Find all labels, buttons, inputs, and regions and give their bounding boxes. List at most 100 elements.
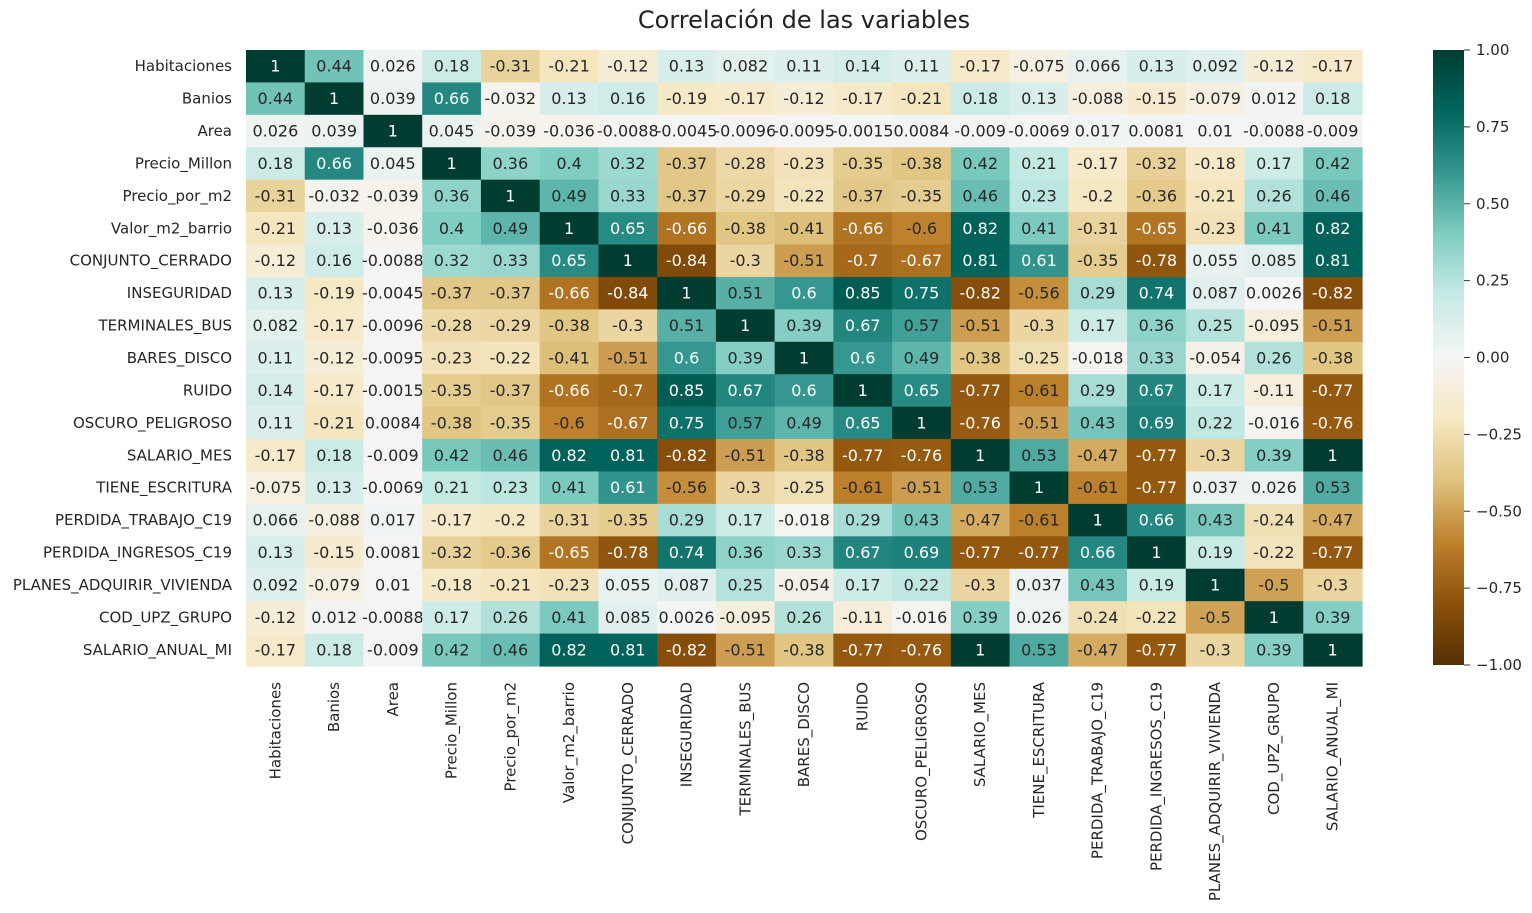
- cell-value-label: 0.18: [316, 640, 352, 659]
- cell-value-label: -0.19: [666, 89, 707, 108]
- cell-value-label: 1: [1034, 478, 1044, 497]
- cell-value-label: -0.0088: [362, 251, 424, 270]
- heatmap-cell: [304, 471, 365, 505]
- cell-value-label: 0.23: [493, 478, 529, 497]
- cell-value-label: 0.13: [258, 543, 294, 562]
- heatmap-cell: [950, 341, 1011, 375]
- cell-value-label: 0.22: [904, 575, 940, 594]
- cell-value-label: 0.0026: [659, 608, 715, 627]
- heatmap-cell: [598, 633, 658, 667]
- heatmap-cell: [657, 309, 717, 343]
- heatmap-cell: [539, 406, 600, 440]
- heatmap-cell: [422, 601, 482, 635]
- heatmap-cell: [1303, 50, 1363, 84]
- cell-value-label: 1: [623, 251, 633, 270]
- cell-value-label: -0.15: [313, 543, 354, 562]
- cell-value-label: -0.12: [1253, 57, 1294, 76]
- heatmap-cell: [833, 568, 893, 602]
- heatmap-cell: [715, 276, 776, 310]
- cell-value-label: 0.44: [316, 57, 352, 76]
- cell-value-label: -0.76: [1312, 413, 1353, 432]
- heatmap-cell: [1009, 179, 1069, 213]
- cell-value-label: -0.51: [1312, 316, 1353, 335]
- heatmap-cell: [363, 341, 423, 375]
- cell-value-label: -0.29: [725, 186, 766, 205]
- cell-value-label: -0.23: [548, 575, 589, 594]
- heatmap-cell: [422, 276, 482, 310]
- cell-value-label: -0.77: [1312, 543, 1353, 562]
- cell-value-label: 0.25: [1197, 316, 1233, 335]
- heatmap-cell: [246, 179, 306, 213]
- heatmap-cell: [539, 439, 600, 473]
- heatmap-cell: [892, 212, 952, 246]
- x-tick-label: Precio_por_m2: [501, 682, 520, 791]
- cell-value-label: -0.0088: [597, 122, 659, 141]
- cell-value-label: -0.38: [783, 446, 824, 465]
- cell-value-label: -0.0015: [832, 122, 894, 141]
- heatmap-cell: [715, 536, 776, 570]
- cell-value-label: -0.38: [548, 316, 589, 335]
- colorbar-ticks: 1.00 0.75 0.50 0.25 0.00 −0.25 −0.50 −0.75 −1.00: [1464, 41, 1522, 674]
- cell-value-label: -0.37: [666, 186, 707, 205]
- heatmap-cell: [1244, 147, 1304, 181]
- heatmap-cell: [1185, 50, 1246, 84]
- heatmap-cell: [1068, 374, 1128, 408]
- heatmap-cell: [363, 244, 423, 278]
- heatmap-cell: [1009, 374, 1069, 408]
- cell-value-label: 1: [740, 316, 750, 335]
- cell-value-label: 0.13: [1139, 57, 1175, 76]
- cell-value-label: -0.37: [842, 186, 883, 205]
- heatmap-cell: [1068, 503, 1128, 537]
- cell-value-label: 1: [446, 154, 456, 173]
- heatmap-cell: [246, 633, 306, 667]
- colorbar-tick-label: 0.75: [1476, 118, 1509, 136]
- heatmap-cell: [950, 568, 1011, 602]
- heatmap-cell: [774, 374, 834, 408]
- cell-value-label: 0.43: [1080, 413, 1116, 432]
- heatmap-cell: [1185, 633, 1246, 667]
- cell-value-label: 0.49: [904, 349, 940, 368]
- heatmap-cell: [1303, 212, 1363, 246]
- heatmap-cell: [598, 212, 658, 246]
- heatmap-cell: [363, 114, 423, 148]
- cell-value-label: -0.0088: [362, 608, 424, 627]
- cell-value-label: 1: [329, 89, 339, 108]
- cell-value-label: -0.51: [960, 316, 1001, 335]
- heatmap-cell: [598, 601, 658, 635]
- heatmap-cell: [598, 439, 658, 473]
- cell-value-label: 1: [975, 446, 985, 465]
- heatmap-cell: [657, 536, 717, 570]
- heatmap-cell: [715, 179, 776, 213]
- heatmap-cell: [774, 114, 834, 148]
- heatmap-cell: [1303, 82, 1363, 116]
- heatmap-cell: [422, 309, 482, 343]
- heatmap-cell: [598, 82, 658, 116]
- cell-value-label: 0.4: [556, 154, 581, 173]
- heatmap-cell: [715, 212, 776, 246]
- heatmap-cell: [892, 601, 952, 635]
- cell-value-label: -0.51: [901, 478, 942, 497]
- heatmap-cell: [892, 179, 952, 213]
- cell-value-label: -0.009: [954, 122, 1006, 141]
- cell-value-label: 0.66: [1080, 543, 1116, 562]
- heatmap-cell: [422, 82, 482, 116]
- cell-value-label: 0.82: [1315, 219, 1351, 238]
- cell-value-label: 0.01: [1197, 122, 1233, 141]
- cell-value-label: 0.65: [551, 251, 587, 270]
- heatmap-cell: [833, 503, 893, 537]
- cell-value-label: -0.17: [313, 316, 354, 335]
- cell-value-label: 0.51: [727, 284, 763, 303]
- heatmap-cell: [1244, 633, 1304, 667]
- cell-value-label: 1: [1328, 446, 1338, 465]
- cell-value-label: 0.57: [727, 413, 763, 432]
- cell-value-label: 0.13: [1021, 89, 1057, 108]
- heatmap-cell: [304, 276, 365, 310]
- cell-value-label: -0.67: [901, 251, 942, 270]
- heatmap-cell: [774, 244, 834, 278]
- cell-value-label: 0.42: [1315, 154, 1351, 173]
- heatmap-cell: [715, 309, 776, 343]
- heatmap-cell: [539, 179, 600, 213]
- cell-value-label: 0.0081: [1128, 122, 1184, 141]
- heatmap-cell: [1127, 276, 1187, 310]
- y-axis-tick-labels: Habitaciones Banios Area Precio_Millon Preci…: [13, 57, 233, 660]
